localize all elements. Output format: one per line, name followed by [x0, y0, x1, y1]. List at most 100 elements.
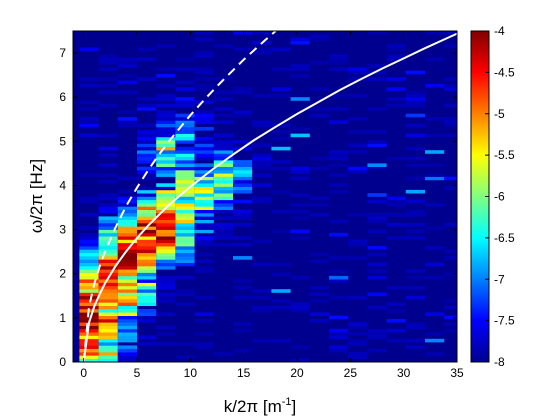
heatmap-cell	[117, 123, 137, 128]
heatmap-cell	[175, 179, 195, 184]
heatmap-cell	[329, 153, 349, 158]
heatmap-cell	[79, 315, 99, 320]
heatmap-cell	[425, 262, 445, 267]
heatmap-cell	[117, 216, 137, 220]
heatmap-cell	[156, 113, 176, 118]
heatmap-cell	[156, 199, 176, 204]
heatmap-cell	[79, 117, 99, 121]
heatmap-cell	[175, 193, 195, 197]
heatmap-cell	[405, 113, 425, 118]
heatmap-cell	[213, 146, 233, 151]
heatmap-cell	[194, 143, 214, 148]
heatmap-cell	[367, 166, 387, 171]
heatmap-cell	[117, 322, 137, 326]
heatmap-cell	[98, 60, 118, 65]
heatmap-cell	[213, 173, 233, 177]
heatmap-cell	[252, 156, 272, 161]
heatmap-cell	[386, 87, 406, 91]
heatmap-cell	[405, 229, 425, 234]
heatmap-cell	[117, 90, 137, 95]
heatmap-cell	[175, 100, 195, 105]
heatmap-cell	[194, 150, 214, 154]
heatmap-cell	[386, 44, 406, 48]
heatmap-cell	[156, 127, 176, 131]
heatmap-cell	[156, 275, 176, 280]
heatmap-cell	[233, 87, 253, 91]
heatmap-cell	[137, 153, 157, 158]
heatmap-cell	[175, 216, 195, 220]
heatmap-cell	[117, 348, 137, 353]
heatmap-cell	[156, 120, 176, 124]
heatmap-cell	[117, 229, 137, 234]
heatmap-cell	[194, 332, 214, 336]
heatmap-cell	[79, 47, 99, 52]
heatmap-cell	[233, 110, 253, 114]
heatmap-cell	[290, 127, 310, 131]
heatmap-cell	[98, 262, 118, 267]
heatmap-cell	[137, 279, 157, 283]
heatmap-cell	[117, 226, 137, 230]
heatmap-cell	[117, 275, 137, 280]
heatmap-cell	[367, 292, 387, 297]
heatmap-cell	[79, 262, 99, 267]
heatmap-cell	[98, 163, 118, 167]
heatmap-cell	[194, 206, 214, 210]
heatmap-cell	[175, 160, 195, 164]
heatmap-cell	[405, 156, 425, 161]
heatmap-cell	[137, 275, 157, 280]
heatmap-cell	[425, 226, 445, 230]
heatmap-cell	[98, 249, 118, 254]
plot-frame	[72, 30, 458, 363]
heatmap-cell	[175, 103, 195, 108]
heatmap-cell	[405, 123, 425, 128]
heatmap-cell	[329, 269, 349, 273]
heatmap-cell	[194, 226, 214, 230]
heatmap-cell	[194, 113, 214, 118]
heatmap-cell	[213, 150, 233, 154]
heatmap-cell	[137, 189, 157, 194]
heatmap-cell	[117, 259, 137, 263]
heatmap-cell	[194, 70, 214, 75]
heatmap-cell	[290, 166, 310, 171]
heatmap-cell	[137, 77, 157, 81]
heatmap-cell	[348, 143, 368, 148]
heatmap-cell	[137, 299, 157, 303]
heatmap-cell	[98, 282, 118, 287]
heatmap-cell	[117, 74, 137, 78]
heatmap-cell	[309, 107, 329, 111]
heatmap-cell	[156, 236, 176, 240]
heatmap-cell	[137, 319, 157, 323]
heatmap-cell	[290, 209, 310, 214]
heatmap-cell	[175, 229, 195, 234]
heatmap-cell	[290, 97, 310, 101]
heatmap-cell	[213, 183, 233, 187]
heatmap-cell	[156, 153, 176, 158]
heatmap-cell	[156, 67, 176, 71]
heatmap-cell	[98, 309, 118, 313]
heatmap-cell	[329, 163, 349, 167]
heatmap-cell	[367, 31, 387, 35]
heatmap-cell	[156, 279, 176, 283]
heatmap-cell	[156, 160, 176, 164]
heatmap-cell	[117, 358, 137, 362]
heatmap-cell	[348, 295, 368, 300]
heatmap-cell	[386, 199, 406, 204]
heatmap-cell	[329, 107, 349, 111]
heatmap-cell	[444, 249, 457, 254]
heatmap-cell	[271, 166, 291, 171]
heatmap-cell	[213, 242, 233, 247]
heatmap-cell	[329, 348, 349, 353]
heatmap-cell	[79, 348, 99, 353]
heatmap-cell	[290, 305, 310, 310]
heatmap-cell	[117, 328, 137, 333]
heatmap-cell	[213, 223, 233, 227]
heatmap-cell	[271, 146, 291, 151]
heatmap-cell	[252, 166, 272, 171]
heatmap-cell	[79, 120, 99, 124]
heatmap-cell	[156, 163, 176, 167]
heatmap-cell	[252, 120, 272, 124]
heatmap-cell	[98, 246, 118, 250]
heatmap-cell	[79, 269, 99, 273]
heatmap-cell	[98, 269, 118, 273]
